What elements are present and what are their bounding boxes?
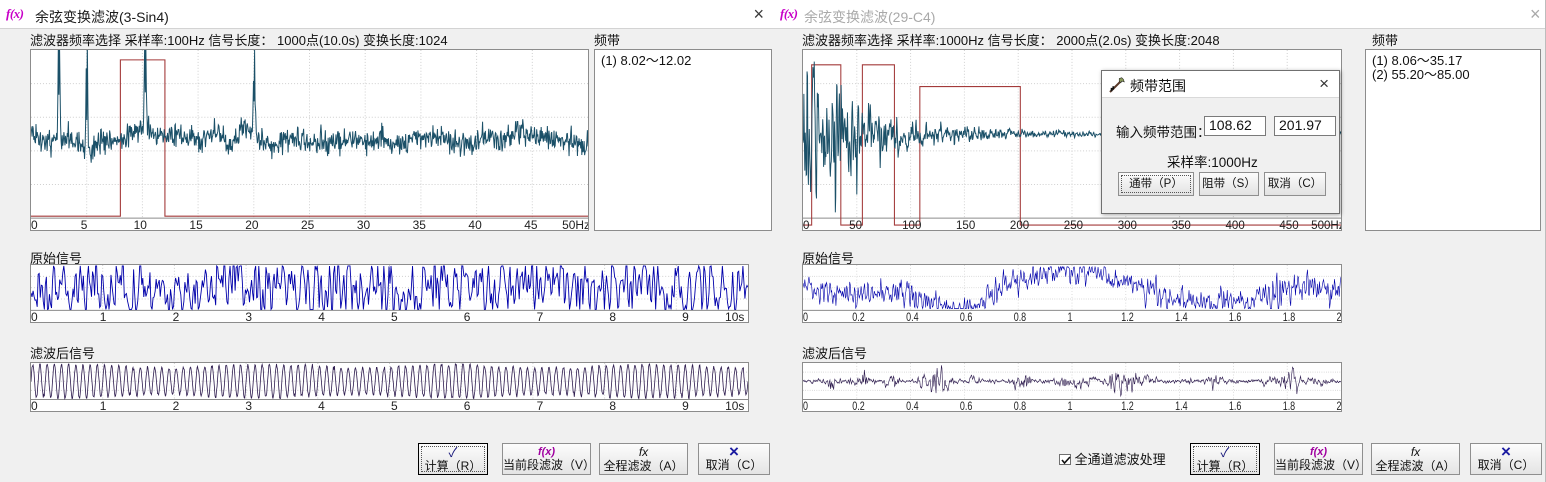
svg-text:0.2: 0.2	[852, 401, 865, 411]
svg-text:5: 5	[391, 400, 398, 411]
svg-text:10s: 10s	[725, 400, 744, 411]
svg-text:300: 300	[1118, 219, 1138, 230]
svg-text:3: 3	[245, 400, 252, 411]
svg-text:2s: 2s	[1337, 312, 1341, 322]
svg-text:9: 9	[682, 400, 689, 411]
svg-text:1.2: 1.2	[1121, 312, 1134, 322]
svg-text:10: 10	[134, 218, 148, 230]
svg-text:30: 30	[357, 218, 371, 230]
svg-text:7: 7	[537, 400, 544, 411]
svg-text:0: 0	[31, 218, 38, 230]
svg-text:150: 150	[956, 219, 976, 230]
svg-text:0: 0	[803, 401, 808, 411]
svg-text:0.6: 0.6	[960, 401, 973, 411]
svg-text:15: 15	[189, 218, 203, 230]
svg-text:8: 8	[609, 311, 616, 322]
svg-text:500Hz: 500Hz	[1311, 219, 1341, 230]
svg-text:350: 350	[1172, 219, 1192, 230]
svg-text:4: 4	[318, 400, 325, 411]
svg-text:2s: 2s	[1337, 401, 1341, 411]
svg-text:50Hz: 50Hz	[562, 218, 588, 230]
svg-text:50: 50	[849, 219, 862, 230]
svg-text:0.4: 0.4	[906, 401, 919, 411]
svg-text:0.8: 0.8	[1014, 312, 1027, 322]
svg-text:2: 2	[173, 400, 180, 411]
svg-text:6: 6	[464, 311, 471, 322]
svg-text:0.6: 0.6	[960, 312, 973, 322]
svg-text:1.4: 1.4	[1175, 312, 1188, 322]
svg-text:1: 1	[1068, 401, 1073, 411]
svg-text:20: 20	[245, 218, 259, 230]
svg-text:1: 1	[100, 311, 107, 322]
svg-text:1: 1	[1068, 312, 1073, 322]
svg-text:40: 40	[468, 218, 482, 230]
svg-text:45: 45	[524, 218, 538, 230]
svg-text:4: 4	[318, 311, 325, 322]
svg-text:7: 7	[537, 311, 544, 322]
svg-text:2: 2	[173, 311, 180, 322]
svg-text:1.8: 1.8	[1283, 312, 1296, 322]
svg-text:8: 8	[609, 400, 616, 411]
svg-text:0: 0	[803, 312, 808, 322]
svg-text:5: 5	[391, 311, 398, 322]
svg-text:0: 0	[803, 219, 810, 230]
svg-text:1.8: 1.8	[1283, 401, 1296, 411]
svg-text:0.8: 0.8	[1014, 401, 1027, 411]
svg-text:1.6: 1.6	[1229, 401, 1242, 411]
svg-text:0.2: 0.2	[852, 312, 865, 322]
svg-text:9: 9	[682, 311, 689, 322]
svg-text:1.2: 1.2	[1121, 401, 1134, 411]
svg-text:1: 1	[100, 400, 107, 411]
svg-text:5: 5	[81, 218, 88, 230]
svg-text:250: 250	[1064, 219, 1084, 230]
svg-text:6: 6	[464, 400, 471, 411]
svg-text:100: 100	[902, 219, 922, 230]
svg-text:1.6: 1.6	[1229, 312, 1242, 322]
svg-text:0: 0	[31, 311, 38, 322]
svg-text:450: 450	[1279, 219, 1299, 230]
svg-text:25: 25	[301, 218, 315, 230]
svg-text:1.4: 1.4	[1175, 401, 1188, 411]
svg-text:10s: 10s	[725, 311, 744, 322]
svg-text:0: 0	[31, 400, 38, 411]
svg-text:35: 35	[413, 218, 427, 230]
svg-text:200: 200	[1010, 219, 1030, 230]
svg-text:3: 3	[245, 311, 252, 322]
svg-text:0.4: 0.4	[906, 312, 919, 322]
svg-text:400: 400	[1226, 219, 1246, 230]
